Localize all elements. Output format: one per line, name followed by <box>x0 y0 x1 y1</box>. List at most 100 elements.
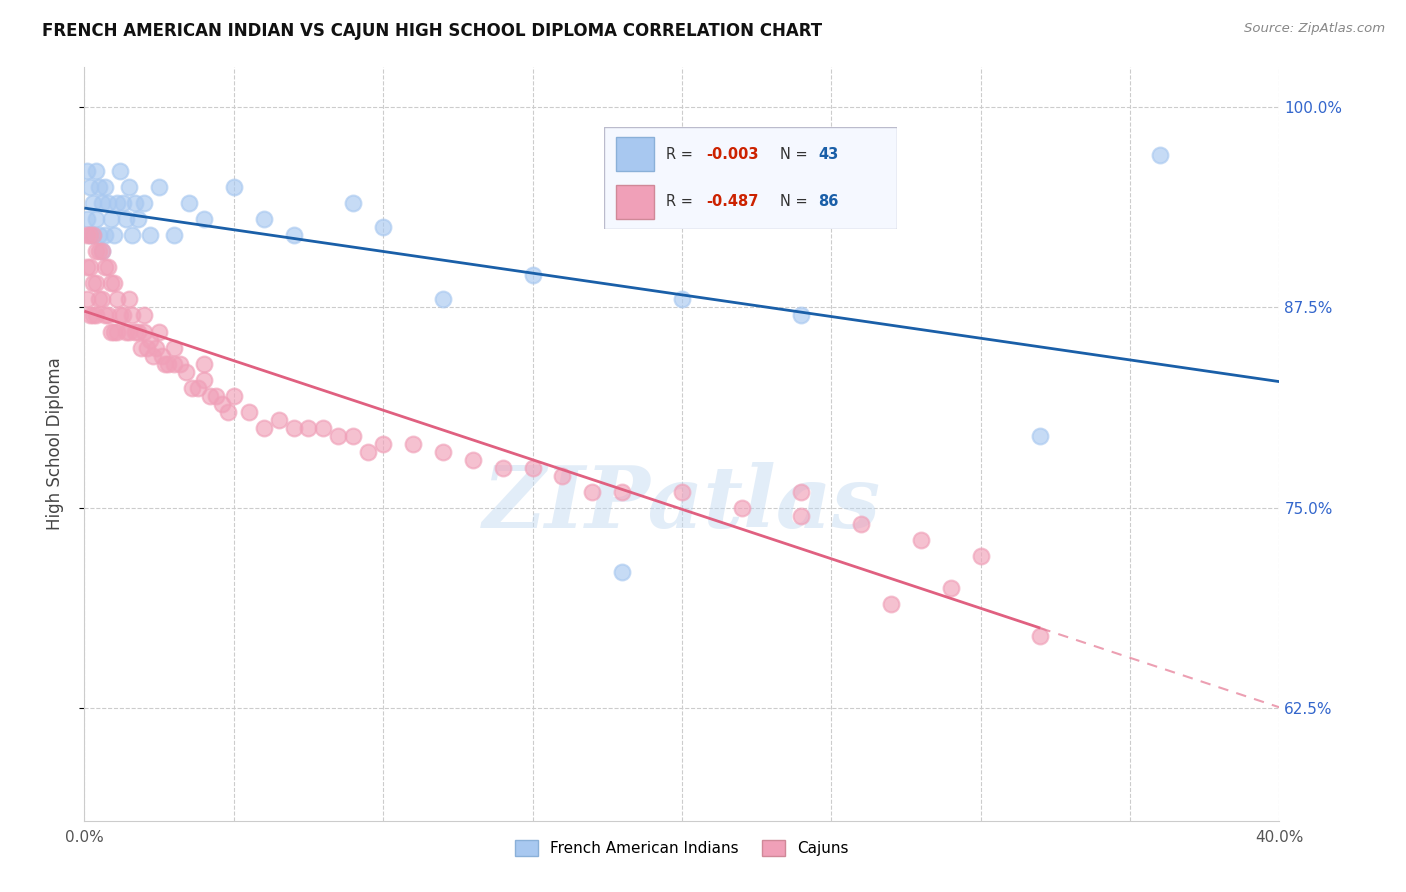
Point <box>129 341 152 355</box>
Point <box>193 373 215 387</box>
Point <box>94 228 117 243</box>
Point <box>148 325 170 339</box>
Point <box>851 516 873 531</box>
Point <box>205 389 228 403</box>
Point <box>100 325 122 339</box>
Point <box>121 309 143 323</box>
Point <box>432 293 454 307</box>
Point <box>118 293 141 307</box>
Point <box>492 460 515 475</box>
Point <box>238 405 260 419</box>
Point <box>1149 148 1171 162</box>
Point <box>731 500 754 515</box>
Point <box>132 325 156 339</box>
Point <box>139 228 162 243</box>
Legend: French American Indians, Cajuns: French American Indians, Cajuns <box>509 834 855 862</box>
Point <box>86 244 108 259</box>
Point <box>127 212 149 227</box>
Point <box>671 293 693 307</box>
Point <box>79 260 101 275</box>
Point <box>880 597 903 611</box>
Point <box>94 309 117 323</box>
Point <box>222 389 245 403</box>
Point <box>1029 429 1052 443</box>
Point <box>112 196 135 211</box>
Point <box>198 389 221 403</box>
Point <box>373 220 395 235</box>
Point <box>118 180 141 194</box>
Point <box>100 277 122 291</box>
Point <box>612 565 634 579</box>
Text: Source: ZipAtlas.com: Source: ZipAtlas.com <box>1244 22 1385 36</box>
Point <box>153 357 176 371</box>
Point <box>211 397 233 411</box>
Point <box>76 228 98 243</box>
Point <box>253 212 276 227</box>
Point <box>86 212 108 227</box>
Point <box>124 325 146 339</box>
Point <box>82 196 104 211</box>
Point <box>86 277 108 291</box>
Point <box>132 196 156 211</box>
Point <box>89 228 111 243</box>
Point <box>79 228 101 243</box>
Point <box>103 228 125 243</box>
Text: FRENCH AMERICAN INDIAN VS CAJUN HIGH SCHOOL DIPLOMA CORRELATION CHART: FRENCH AMERICAN INDIAN VS CAJUN HIGH SCH… <box>42 22 823 40</box>
Point <box>79 309 101 323</box>
Point <box>97 260 120 275</box>
Text: ZIPatlas: ZIPatlas <box>482 462 882 546</box>
Point <box>193 212 215 227</box>
Point <box>97 196 120 211</box>
Point <box>79 228 101 243</box>
Point <box>139 333 162 347</box>
Point <box>148 180 170 194</box>
Point <box>181 381 204 395</box>
Point <box>342 196 364 211</box>
Point <box>91 244 114 259</box>
Point <box>100 212 122 227</box>
Point <box>115 212 138 227</box>
Point <box>82 228 104 243</box>
Point <box>163 357 186 371</box>
Point <box>105 325 128 339</box>
Point <box>110 164 132 178</box>
Point <box>432 444 454 458</box>
Point <box>187 381 209 395</box>
Point <box>328 429 350 443</box>
Point <box>163 341 186 355</box>
Point <box>82 277 104 291</box>
Point <box>790 309 813 323</box>
Point <box>89 244 111 259</box>
Point <box>76 293 98 307</box>
Point <box>76 260 98 275</box>
Point <box>157 357 180 371</box>
Point <box>357 444 380 458</box>
Point <box>103 277 125 291</box>
Point <box>91 196 114 211</box>
Point <box>581 484 603 499</box>
Point <box>217 405 239 419</box>
Point <box>110 309 132 323</box>
Point <box>86 309 108 323</box>
Point <box>373 436 395 450</box>
Point <box>127 325 149 339</box>
Point <box>89 293 111 307</box>
Point <box>177 196 200 211</box>
Point <box>312 421 335 435</box>
Point <box>105 196 128 211</box>
Point <box>402 436 425 450</box>
Point <box>222 180 245 194</box>
Point <box>612 484 634 499</box>
Point <box>82 228 104 243</box>
Point <box>136 341 159 355</box>
Point <box>124 196 146 211</box>
Point <box>267 413 290 427</box>
Point <box>121 228 143 243</box>
Point <box>283 421 305 435</box>
Point <box>163 228 186 243</box>
Point <box>118 325 141 339</box>
Point <box>551 468 574 483</box>
Point <box>939 581 962 595</box>
Point <box>82 309 104 323</box>
Point <box>142 349 165 363</box>
